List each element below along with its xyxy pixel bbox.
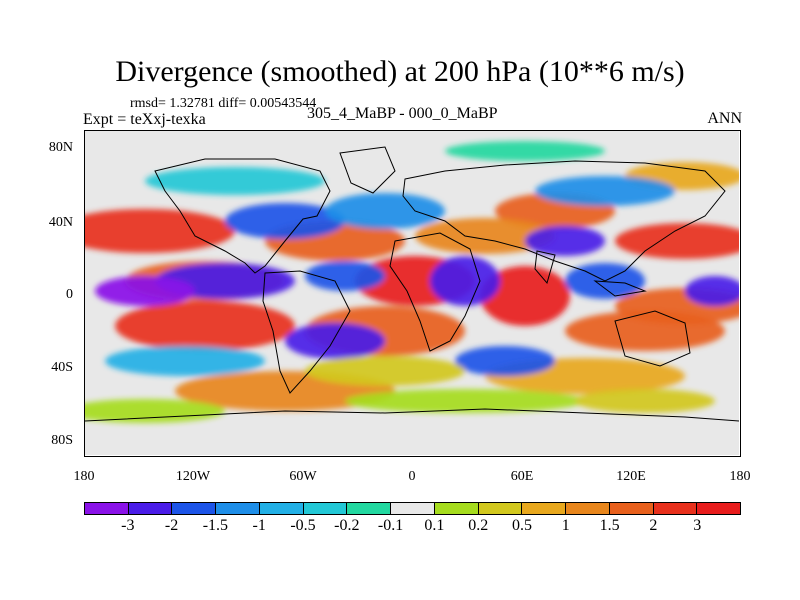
- coast-australia: [614, 310, 691, 367]
- lat-tick-label: 80N: [48, 140, 73, 155]
- colorbar-label: -1: [252, 517, 266, 534]
- colorbar-swatch: [216, 503, 260, 514]
- lon-tick-label: 120E: [616, 469, 646, 484]
- stats-label: rmsd= 1.32781 diff= 0.00543544: [130, 96, 317, 111]
- divergence-contour: [345, 389, 585, 413]
- colorbar: [84, 502, 741, 515]
- colorbar-label: -3: [121, 517, 135, 534]
- divergence-contour: [145, 167, 325, 195]
- divergence-contour: [85, 399, 225, 423]
- colorbar-label: 0.2: [468, 517, 489, 534]
- colorbar-swatch: [653, 503, 698, 514]
- divergence-contour: [95, 276, 195, 306]
- lat-tick-label: 40N: [48, 215, 73, 230]
- map-svg: [85, 131, 739, 455]
- divergence-contour: [225, 203, 345, 239]
- lat-tick-label: 80S: [51, 433, 73, 448]
- colorbar-label: -1.5: [202, 517, 229, 534]
- colorbar-label: 0.5: [512, 517, 532, 534]
- coast-indonesia: [593, 280, 647, 297]
- colorbar-swatch: [478, 503, 523, 514]
- divergence-contour: [575, 389, 715, 413]
- colorbar-label: -0.1: [377, 517, 404, 534]
- colorbar-swatch: [391, 503, 435, 514]
- lon-tick-label: 60E: [510, 469, 534, 484]
- colorbar-label: 0.1: [424, 517, 445, 534]
- colorbar-swatch: [172, 503, 217, 514]
- colorbar-swatch: [128, 503, 173, 514]
- divergence-contour: [685, 276, 739, 306]
- coast-antarctica: [85, 408, 739, 422]
- colorbar-swatch: [303, 503, 348, 514]
- divergence-contour: [430, 256, 500, 306]
- lon-tick-label: 180: [73, 469, 95, 484]
- lon-tick-label: 60W: [289, 469, 317, 484]
- colorbar-swatch: [609, 503, 654, 514]
- colorbar-swatch: [434, 503, 479, 514]
- divergence-contour: [565, 311, 725, 351]
- coast-greenland: [339, 146, 396, 194]
- colorbar-label: 1.5: [599, 517, 620, 534]
- colorbar-swatch: [259, 503, 304, 514]
- lon-tick-label: 180: [729, 469, 751, 484]
- divergence-contour: [445, 141, 605, 161]
- colorbar-label: -2: [164, 517, 179, 534]
- coastlines: [85, 146, 739, 422]
- divergence-contour: [535, 176, 675, 206]
- lon-tick-label: 120W: [175, 469, 211, 484]
- season-label: ANN: [707, 110, 742, 127]
- colorbar-label: -0.5: [290, 517, 316, 534]
- colorbar-swatch: [697, 503, 741, 514]
- coast-india: [534, 250, 556, 285]
- divergence-contour: [105, 346, 265, 376]
- colorbar-swatch: [522, 503, 567, 514]
- colorbar-swatch: [566, 503, 610, 514]
- colorbar-swatch: [85, 503, 129, 514]
- divergence-contour: [285, 323, 385, 359]
- divergence-contour: [525, 226, 605, 256]
- coast-eurasia: [402, 160, 726, 282]
- plot-title: Divergence (smoothed) at 200 hPa (10**6 …: [115, 55, 685, 88]
- divergence-contour: [305, 261, 385, 291]
- colorbar-label: 1: [561, 517, 570, 534]
- colorbar-swatch: [347, 503, 392, 514]
- comparison-subtitle: 305_4_MaBP - 000_0_MaBP: [307, 105, 498, 122]
- divergence-contour: [115, 301, 295, 351]
- lat-tick-label: 0: [66, 287, 73, 302]
- divergence-contour: [415, 218, 555, 254]
- divergence-map: [84, 130, 741, 457]
- divergence-contour: [305, 356, 465, 386]
- coast-africa: [389, 232, 481, 352]
- coast-north-america: [154, 158, 331, 274]
- divergence-contour: [455, 346, 555, 376]
- colorbar-label: 2: [649, 517, 658, 534]
- colorbar-label: -0.2: [334, 517, 360, 534]
- coast-south-america: [262, 270, 351, 394]
- experiment-label: Expt = teXxj-texka: [83, 111, 206, 128]
- divergence-contour: [85, 209, 235, 253]
- lon-tick-label: 0: [408, 469, 416, 484]
- colorbar-label: 3: [693, 517, 702, 534]
- lat-tick-label: 40S: [51, 360, 73, 375]
- divergence-contour: [325, 193, 445, 229]
